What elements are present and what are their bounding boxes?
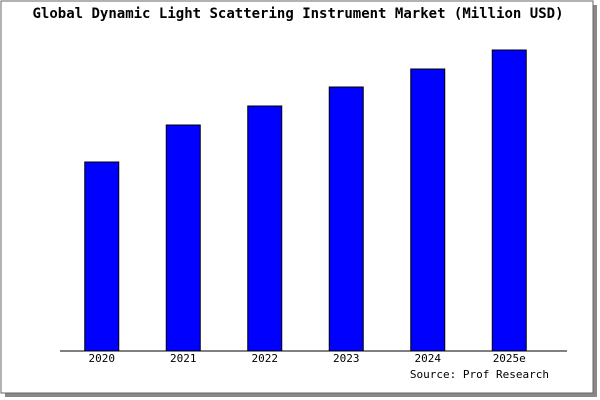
source-note: Source: Prof Research: [410, 368, 549, 381]
bar: [328, 86, 364, 352]
x-tick-label: 2022: [252, 352, 279, 365]
bar: [410, 68, 446, 352]
bar: [165, 124, 201, 352]
bar: [247, 105, 283, 352]
x-tick-label: 2025e: [493, 352, 526, 365]
x-tick-label: 2024: [415, 352, 442, 365]
bar: [84, 161, 120, 352]
chart-title: Global Dynamic Light Scattering Instrume…: [32, 6, 563, 22]
x-tick-label: 2023: [333, 352, 360, 365]
x-tick-label: 2021: [170, 352, 197, 365]
x-tick-label: 2020: [89, 352, 116, 365]
bar: [491, 49, 527, 352]
